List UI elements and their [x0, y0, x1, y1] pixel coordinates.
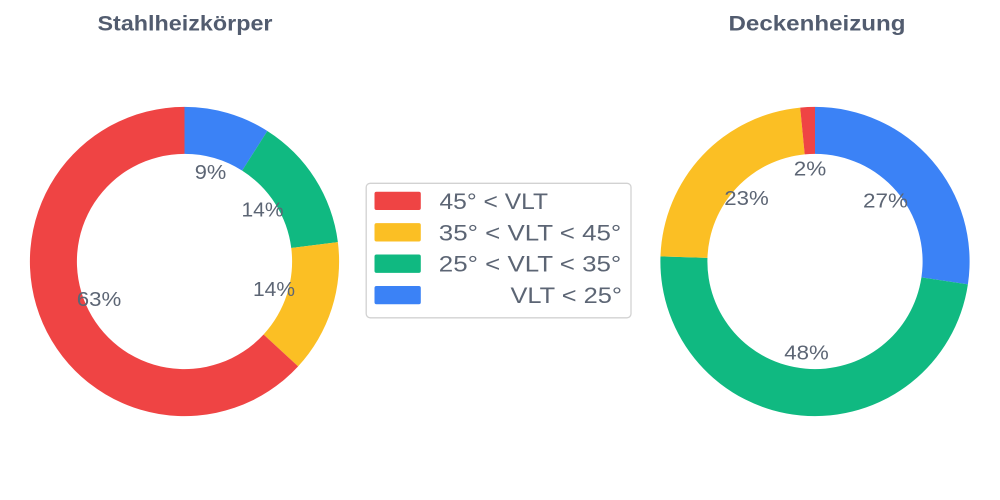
- svg-text:Stahlheizkörper: Stahlheizkörper: [98, 13, 273, 36]
- svg-text:25° < VLT < 35°: 25° < VLT < 35°: [439, 252, 622, 277]
- svg-text:Deckenheizung: Deckenheizung: [729, 13, 906, 36]
- svg-text:2%: 2%: [794, 158, 827, 180]
- svg-text:27%: 27%: [863, 190, 908, 212]
- svg-text:14%: 14%: [253, 279, 295, 301]
- svg-text:VLT < 25°: VLT < 25°: [511, 283, 623, 308]
- svg-text:63%: 63%: [77, 289, 122, 311]
- svg-text:23%: 23%: [724, 188, 769, 210]
- svg-text:9%: 9%: [195, 162, 227, 184]
- svg-text:45° < VLT: 45° < VLT: [440, 189, 549, 214]
- svg-text:48%: 48%: [784, 342, 829, 364]
- svg-text:35° < VLT < 45°: 35° < VLT < 45°: [439, 220, 622, 245]
- svg-text:14%: 14%: [242, 199, 284, 221]
